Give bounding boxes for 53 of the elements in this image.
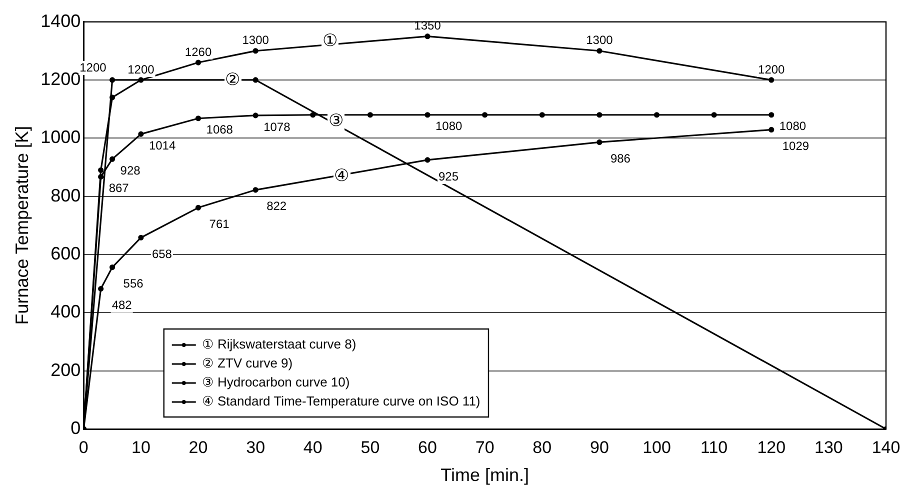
data-label: 1078 — [264, 120, 291, 134]
data-label: 1300 — [586, 33, 614, 48]
x-tick-label: 60 — [418, 438, 437, 457]
y-tick-label: 200 — [50, 360, 81, 380]
y-axis-title: Furnace Temperature [K] — [12, 126, 32, 325]
x-tick-label: 110 — [700, 438, 728, 457]
x-tick-label: 130 — [814, 438, 843, 457]
annotation: ④ — [333, 166, 350, 185]
x-tick-label: 10 — [131, 438, 150, 457]
data-label: 1080 — [779, 119, 806, 134]
y-tick-label: 0 — [70, 418, 81, 438]
data-label: 1300 — [242, 33, 270, 48]
data-label: 1200 — [758, 62, 786, 76]
data-label: 556 — [123, 276, 144, 291]
x-tick-label: 90 — [590, 438, 609, 457]
data-label: 1200 — [80, 60, 107, 74]
data-label: 1029 — [782, 139, 810, 154]
x-tick-label: 100 — [642, 438, 671, 457]
legend-label: ③ Hydrocarbon curve 10) — [202, 374, 350, 390]
x-tick-label: 80 — [532, 438, 552, 457]
data-label: 1200 — [128, 62, 155, 76]
x-tick-label: 40 — [303, 438, 322, 457]
data-label: 867 — [108, 181, 130, 196]
y-tick-label: 1400 — [40, 10, 81, 31]
annotation: ① — [322, 30, 339, 50]
legend-label: ② ZTV curve 9) — [202, 356, 293, 371]
x-tick-label: 30 — [246, 438, 266, 457]
y-tick-label: 1000 — [40, 127, 81, 148]
data-label: 925 — [438, 169, 459, 184]
data-label: 658 — [152, 246, 172, 261]
data-label: 1080 — [436, 119, 463, 134]
x-tick-label: 140 — [872, 438, 900, 457]
x-tick-label: 20 — [188, 438, 208, 457]
legend-label: ① Rijkswaterstaat curve 8) — [202, 336, 356, 352]
data-label: 482 — [112, 298, 132, 312]
data-label: 986 — [610, 152, 631, 166]
x-tick-label: 50 — [360, 438, 380, 457]
data-label: 761 — [209, 216, 230, 231]
annotation: ③ — [327, 110, 344, 130]
y-tick-label: 400 — [50, 302, 81, 322]
x-tick-label: 120 — [757, 438, 786, 457]
y-tick-label: 600 — [50, 243, 81, 264]
y-tick-label: 1200 — [40, 68, 81, 89]
data-label: 928 — [120, 163, 141, 178]
data-label: 1014 — [148, 138, 176, 152]
legend-label: ④ Standard Time-Temperature curve on ISO 11) — [202, 394, 480, 409]
data-label: 1260 — [184, 44, 212, 59]
annotation: ② — [224, 70, 242, 89]
data-label: 1068 — [206, 122, 234, 137]
y-tick-label: 800 — [50, 185, 81, 206]
data-label: 822 — [266, 199, 287, 214]
x-tick-label: 70 — [475, 438, 494, 457]
x-axis-title: Time [min.] — [440, 465, 529, 486]
